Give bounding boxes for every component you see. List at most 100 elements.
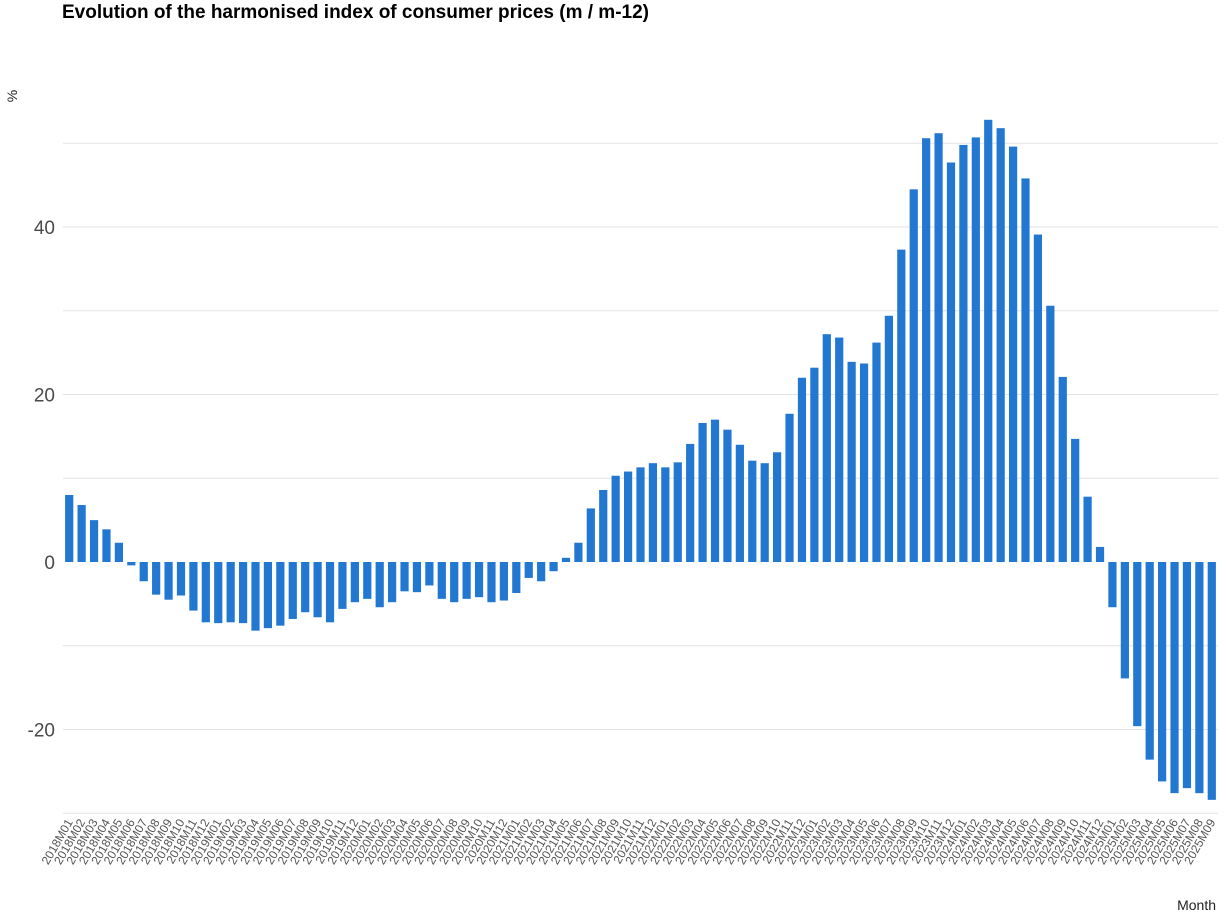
bar-2022M04[interactable] xyxy=(698,422,707,562)
bar-2024M02[interactable] xyxy=(971,137,980,562)
bar-2023M09[interactable] xyxy=(909,189,918,562)
bar-2023M12[interactable] xyxy=(946,162,956,562)
bar-2021M10[interactable] xyxy=(623,471,633,562)
bar-2024M01[interactable] xyxy=(959,144,968,562)
bar-2019M02[interactable] xyxy=(226,562,235,623)
bar-2019M08[interactable] xyxy=(301,562,310,613)
bar-2022M08[interactable] xyxy=(748,460,757,562)
bar-2021M06[interactable] xyxy=(574,542,583,562)
bar-2024M08[interactable] xyxy=(1046,305,1055,562)
bar-2024M05[interactable] xyxy=(1008,146,1018,562)
bar-2025M01[interactable] xyxy=(1108,562,1117,608)
bar-2023M07[interactable] xyxy=(884,315,893,562)
bar-2024M10[interactable] xyxy=(1071,438,1080,562)
bar-2024M07[interactable] xyxy=(1033,234,1043,563)
bar-2019M03[interactable] xyxy=(238,562,248,624)
bar-2022M02[interactable] xyxy=(673,462,682,562)
bar-2020M10[interactable] xyxy=(474,562,484,598)
bar-2022M05[interactable] xyxy=(710,419,720,563)
bar-2022M11[interactable] xyxy=(785,413,794,562)
bar-2022M01[interactable] xyxy=(661,467,670,562)
bar-2022M10[interactable] xyxy=(773,452,782,562)
bar-2022M07[interactable] xyxy=(735,444,744,562)
bar-2018M12[interactable] xyxy=(201,562,210,623)
bar-2020M06[interactable] xyxy=(425,562,434,586)
bar-2021M02[interactable] xyxy=(524,562,533,578)
bar-2025M08[interactable] xyxy=(1195,562,1204,794)
bar-2024M06[interactable] xyxy=(1021,178,1030,562)
bar-2024M04[interactable] xyxy=(996,128,1005,562)
bar-2022M06[interactable] xyxy=(723,429,732,562)
bar-2020M03[interactable] xyxy=(388,562,397,603)
bar-2023M08[interactable] xyxy=(897,249,906,563)
bar-2020M05[interactable] xyxy=(412,562,422,593)
bar-2021M03[interactable] xyxy=(537,562,546,582)
bar-2022M12[interactable] xyxy=(797,377,807,562)
bar-2025M05[interactable] xyxy=(1158,562,1167,782)
bar-2021M08[interactable] xyxy=(599,489,608,562)
y-tick-label: -20 xyxy=(28,721,55,742)
bar-2019M12[interactable] xyxy=(350,562,359,603)
y-axis-ticks: -20 0 20 40 xyxy=(28,218,55,742)
bar-2023M10[interactable] xyxy=(922,138,931,562)
bar-2020M01[interactable] xyxy=(363,562,372,599)
bar-2022M03[interactable] xyxy=(686,443,695,562)
bar-2020M12[interactable] xyxy=(499,562,508,601)
bar-2020M02[interactable] xyxy=(375,562,384,608)
bars xyxy=(65,119,1216,800)
bar-2021M04[interactable] xyxy=(549,562,558,572)
bar-2019M04[interactable] xyxy=(251,562,260,631)
bar-2018M04[interactable] xyxy=(102,529,111,562)
bar-2021M01[interactable] xyxy=(512,562,521,593)
bar-2020M08[interactable] xyxy=(450,562,459,603)
bar-2020M09[interactable] xyxy=(462,562,471,599)
bar-2018M02[interactable] xyxy=(77,505,86,562)
bar-2023M11[interactable] xyxy=(934,133,943,562)
bar-2018M06[interactable] xyxy=(127,562,136,566)
bar-2019M05[interactable] xyxy=(263,562,273,629)
bar-2025M06[interactable] xyxy=(1170,562,1179,794)
bar-2025M02[interactable] xyxy=(1120,562,1129,679)
bar-2018M03[interactable] xyxy=(89,520,99,563)
bar-2023M01[interactable] xyxy=(810,367,819,562)
bar-2025M03[interactable] xyxy=(1133,562,1142,727)
bar-2018M05[interactable] xyxy=(114,542,123,562)
bar-2021M09[interactable] xyxy=(611,475,620,562)
bar-2023M06[interactable] xyxy=(872,342,881,562)
bar-2018M09[interactable] xyxy=(164,562,173,600)
bar-2024M11[interactable] xyxy=(1083,496,1092,562)
bar-2025M09[interactable] xyxy=(1207,562,1216,800)
bar-2019M07[interactable] xyxy=(288,562,297,619)
bar-2021M07[interactable] xyxy=(586,508,595,562)
bar-2023M04[interactable] xyxy=(847,361,856,562)
y-tick-label: 20 xyxy=(34,386,55,407)
bar-2023M05[interactable] xyxy=(859,363,869,562)
bar-2025M04[interactable] xyxy=(1145,562,1154,760)
bar-2019M06[interactable] xyxy=(276,562,285,626)
bar-2019M01[interactable] xyxy=(214,562,223,624)
bar-2021M12[interactable] xyxy=(648,463,658,562)
bar-2018M07[interactable] xyxy=(139,562,148,582)
bar-2019M09[interactable] xyxy=(313,562,322,618)
bar-2018M01[interactable] xyxy=(65,495,74,562)
bar-2019M10[interactable] xyxy=(325,562,335,623)
bar-2023M02[interactable] xyxy=(822,334,831,562)
bar-2025M07[interactable] xyxy=(1182,562,1192,789)
bar-2021M05[interactable] xyxy=(561,557,571,562)
bar-2023M03[interactable] xyxy=(835,337,844,562)
bar-2024M03[interactable] xyxy=(984,119,993,563)
bar-2021M11[interactable] xyxy=(636,467,645,562)
bar-2020M11[interactable] xyxy=(487,562,496,603)
bar-2024M12[interactable] xyxy=(1095,546,1105,562)
y-tick-label: 40 xyxy=(34,218,55,239)
bar-2020M07[interactable] xyxy=(437,562,446,599)
bar-2020M04[interactable] xyxy=(400,562,409,592)
bar-2018M11[interactable] xyxy=(189,562,198,611)
bar-2018M10[interactable] xyxy=(176,562,186,596)
x-axis-ticks: 2018M012018M022018M032018M042018M052018M… xyxy=(39,816,1219,867)
bar-2018M08[interactable] xyxy=(152,562,161,595)
bar-2022M09[interactable] xyxy=(760,463,769,562)
bar-2024M09[interactable] xyxy=(1058,376,1067,562)
bar-2019M11[interactable] xyxy=(338,562,347,609)
